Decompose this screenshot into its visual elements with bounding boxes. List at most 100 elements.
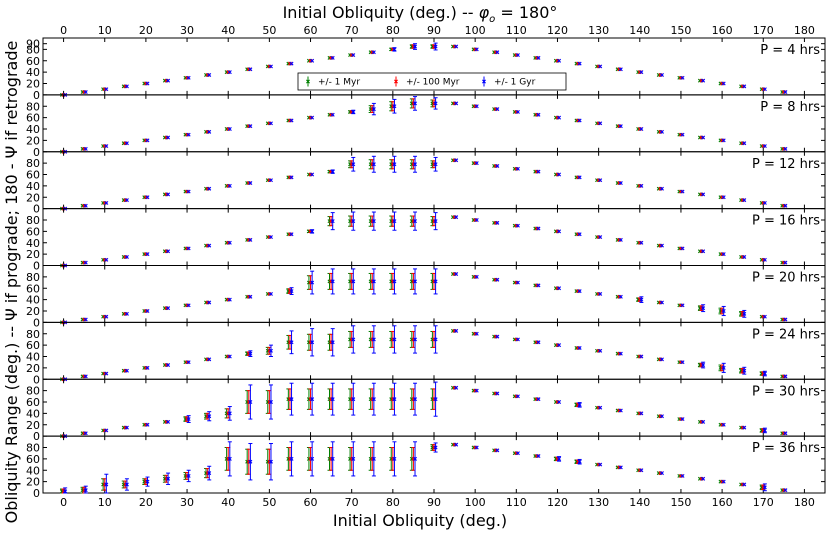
data-point <box>330 340 335 345</box>
top-axis-title: Initial Obliquity (deg.) -- φo = 180° <box>283 3 558 25</box>
y-tick-label: 0 <box>33 89 40 102</box>
data-point <box>474 218 479 222</box>
data-point <box>433 101 438 106</box>
y-tick-label: 0 <box>33 203 40 216</box>
data-point <box>598 121 603 126</box>
data-point <box>557 58 562 63</box>
data-point <box>371 456 376 461</box>
data-point <box>701 476 706 481</box>
data-point <box>474 274 479 279</box>
panel-frame <box>42 321 826 380</box>
data-point <box>413 101 418 106</box>
data-point <box>166 306 171 311</box>
data-point <box>104 87 109 92</box>
x-tick-label-bottom: 40 <box>221 496 235 509</box>
data-point <box>639 411 644 416</box>
data-point <box>495 163 500 168</box>
data-point <box>598 462 603 467</box>
data-point <box>124 84 129 89</box>
data-point <box>783 488 788 493</box>
data-point <box>474 161 479 166</box>
y-tick-label: 80 <box>26 328 40 341</box>
data-point <box>598 291 603 296</box>
y-tick-label: 80 <box>26 214 40 227</box>
y-tick-label: 0 <box>33 260 40 273</box>
y-tick-label: 60 <box>26 55 40 68</box>
data-point <box>83 317 88 322</box>
data-point <box>413 456 418 461</box>
data-point <box>83 488 88 493</box>
panel-label: P = 30 hrs <box>752 384 820 399</box>
data-point <box>454 158 459 163</box>
x-tick-label-top: 30 <box>180 24 194 37</box>
data-point <box>330 279 335 284</box>
data-point <box>659 300 664 305</box>
data-point <box>227 127 232 131</box>
data-point <box>680 360 685 365</box>
data-point <box>145 365 150 370</box>
data-point <box>577 289 582 294</box>
data-point <box>762 428 767 433</box>
x-tick-label-top: 70 <box>345 24 359 37</box>
data-point <box>392 162 397 167</box>
data-point <box>659 414 664 419</box>
data-point <box>721 138 726 143</box>
data-point <box>598 348 603 353</box>
data-point <box>721 252 726 257</box>
y-tick-label: 60 <box>26 112 40 125</box>
data-point <box>351 53 356 58</box>
x-tick-label-bottom: 160 <box>712 496 733 509</box>
y-tick-label: 60 <box>26 339 40 352</box>
data-point <box>227 240 232 245</box>
data-point <box>495 277 500 282</box>
data-point <box>762 314 767 319</box>
data-point <box>351 397 356 402</box>
data-point <box>145 81 150 86</box>
data-point <box>166 363 171 368</box>
y-tick-label: 0 <box>33 316 40 329</box>
data-point <box>392 397 397 402</box>
data-point <box>289 397 294 402</box>
data-point <box>413 279 418 284</box>
y-tick-label: 20 <box>26 476 40 489</box>
data-point <box>413 397 418 402</box>
data-point <box>536 226 541 231</box>
data-point <box>515 337 520 342</box>
x-tick-label-bottom: 70 <box>345 496 359 509</box>
data-point <box>310 58 315 63</box>
x-tick-label-bottom: 140 <box>629 496 650 509</box>
legend-marker <box>306 79 310 84</box>
panel-label: P = 4 hrs <box>760 43 820 58</box>
data-point <box>104 314 109 319</box>
data-point <box>433 162 438 167</box>
data-point <box>536 169 541 174</box>
data-point <box>186 360 191 365</box>
data-point <box>536 454 541 459</box>
data-point <box>742 141 747 146</box>
data-point <box>207 300 212 305</box>
y-tick-label: 40 <box>26 123 40 136</box>
data-point <box>701 306 706 311</box>
data-point <box>268 400 273 404</box>
x-tick-label-top: 150 <box>670 24 691 37</box>
data-point <box>618 294 623 299</box>
x-tick-label-bottom: 60 <box>304 496 318 509</box>
data-point <box>783 90 788 95</box>
y-tick-label: 40 <box>26 180 40 193</box>
data-point <box>413 337 418 342</box>
data-point <box>639 354 644 359</box>
data-point <box>63 489 68 494</box>
data-point <box>392 337 397 342</box>
data-point <box>536 340 541 345</box>
data-point <box>166 249 171 254</box>
data-point <box>104 144 109 149</box>
data-point <box>515 223 520 228</box>
data-point <box>289 456 294 461</box>
data-point <box>248 459 253 464</box>
x-tick-label-bottom: 120 <box>547 496 568 509</box>
data-point <box>83 374 88 379</box>
data-point <box>227 411 232 416</box>
y-tick-label: 0 <box>33 146 40 159</box>
data-point <box>557 400 562 404</box>
